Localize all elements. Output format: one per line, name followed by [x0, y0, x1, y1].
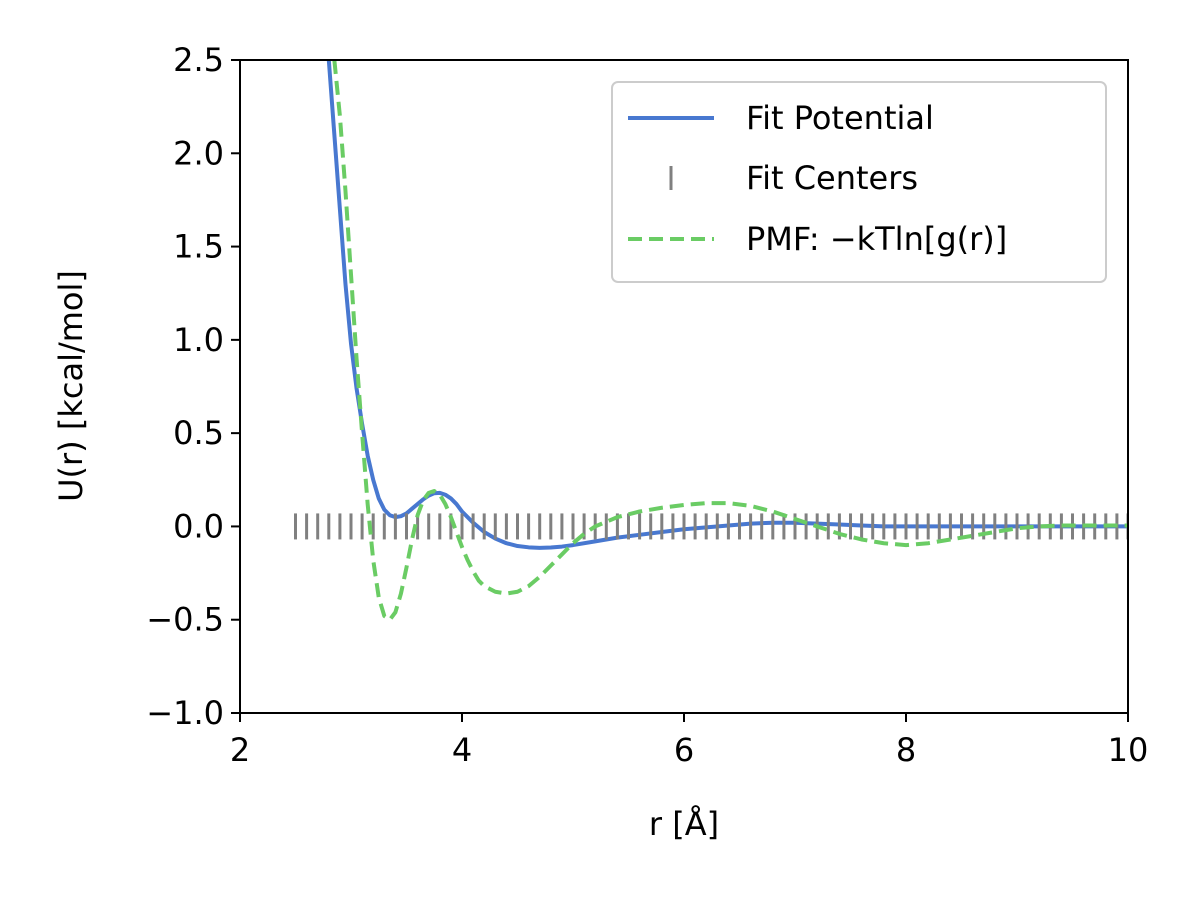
x-tick-label: 2 [230, 731, 250, 769]
legend-label-fit-centers: Fit Centers [746, 159, 918, 197]
y-tick-label: 1.0 [173, 321, 224, 359]
x-tick-label: 6 [674, 731, 694, 769]
y-tick-label: 0.5 [173, 414, 224, 452]
legend-label-fit-potential: Fit Potential [746, 99, 934, 137]
y-tick-label: −0.5 [146, 601, 224, 639]
plot-lines [294, 60, 1128, 622]
legend: Fit Potential Fit Centers PMF: −kTln[g(r… [611, 81, 1107, 283]
y-tick-label: 2.5 [173, 41, 224, 79]
x-axis-label: r [Å] [649, 805, 719, 843]
x-axis: 2 4 6 8 10 [230, 713, 1149, 769]
y-axis-label: U(r) [kcal/mol] [52, 270, 90, 502]
y-tick-label: 0.0 [173, 507, 224, 545]
x-tick-label: 10 [1108, 731, 1149, 769]
x-tick-label: 4 [452, 731, 472, 769]
y-axis: −1.0 −0.5 0.0 0.5 1.0 1.5 2.0 2.5 [146, 41, 240, 732]
legend-box [611, 81, 1107, 283]
y-tick-label: −1.0 [146, 694, 224, 732]
series-line-fit-potential [326, 60, 1128, 550]
y-tick-label: 1.5 [173, 228, 224, 266]
series-line-pmf-ktln-g-r [332, 60, 1128, 622]
legend-label-pmf: PMF: −kTln[g(r)] [746, 220, 1007, 258]
y-tick-label: 2.0 [173, 134, 224, 172]
x-tick-label: 8 [896, 731, 916, 769]
